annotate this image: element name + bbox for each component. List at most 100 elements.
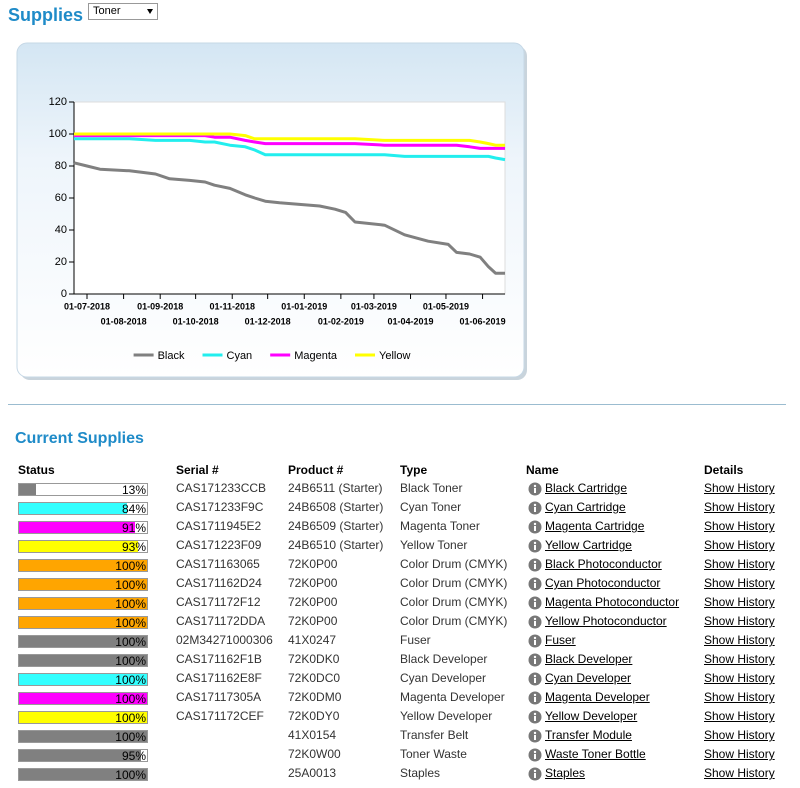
x-tick-label: 01-07-2018 [64,301,110,311]
show-history-link[interactable]: Show History [704,766,775,780]
status-label: 100% [115,768,146,782]
info-icon[interactable] [528,501,542,515]
info-icon[interactable] [528,482,542,496]
info-icon[interactable] [528,577,542,591]
supply-name-link[interactable]: Yellow Developer [545,709,638,723]
info-stem [534,507,536,512]
info-dot [533,750,537,754]
column-header: Product # [288,463,344,477]
supply-name-link[interactable]: Transfer Module [545,728,632,742]
status-label: 100% [115,673,146,687]
status-label: 100% [115,711,146,725]
cell-type: Fuser [400,633,431,647]
x-tick-label: 01-10-2018 [173,316,219,326]
info-stem [534,602,536,607]
info-stem [534,678,536,683]
column-header: Serial # [176,463,219,477]
cell-serial: 02M34271000306 [176,633,273,647]
cell-serial: CAS171162E8F [176,671,262,685]
cell-serial: CAS171223F09 [176,538,262,552]
legend-label: Black [158,350,185,362]
show-history-link[interactable]: Show History [704,500,775,514]
section-title: Current Supplies [15,430,144,447]
info-icon[interactable] [528,634,542,648]
show-history-link[interactable]: Show History [704,595,775,609]
cell-serial: CAS171162F1B [176,652,262,666]
supply-name-link[interactable]: Cyan Developer [545,671,632,685]
cell-type: Cyan Developer [400,671,487,685]
cell-product: 24B6509 (Starter) [288,519,384,533]
status-label: 100% [115,692,146,706]
show-history-link[interactable]: Show History [704,747,775,761]
info-dot [533,560,537,564]
info-icon[interactable] [528,729,542,743]
supply-name-link[interactable]: Yellow Cartridge [545,538,632,552]
info-icon[interactable] [528,558,542,572]
supply-name-link[interactable]: Black Cartridge [545,481,628,495]
show-history-link[interactable]: Show History [704,557,775,571]
info-icon[interactable] [528,520,542,534]
info-icon[interactable] [528,691,542,705]
supply-name-link[interactable]: Cyan Cartridge [545,500,626,514]
info-icon[interactable] [528,767,542,781]
series-line [74,134,505,150]
cell-type: Black Toner [400,481,463,495]
info-icon[interactable] [528,672,542,686]
y-tick-label: 80 [55,160,67,172]
info-icon[interactable] [528,596,542,610]
info-icon[interactable] [528,748,542,762]
supply-name-link[interactable]: Magenta Photoconductor [545,595,680,609]
info-stem [534,526,536,531]
supply-name-link[interactable]: Yellow Photoconductor [545,614,667,628]
column-header: Status [18,463,55,477]
supply-select[interactable]: Toner [88,3,158,20]
separator [8,404,786,405]
show-history-link[interactable]: Show History [704,690,775,704]
cell-product: 72K0P00 [288,614,338,628]
status-bar: 100% [18,597,148,611]
status-bar: 100% [18,711,148,725]
show-history-link[interactable]: Show History [704,633,775,647]
info-dot [533,674,537,678]
supply-name-link[interactable]: Fuser [545,633,576,647]
x-tick-label: 01-03-2019 [351,301,397,311]
show-history-link[interactable]: Show History [704,728,775,742]
supply-name-link[interactable]: Waste Toner Bottle [545,747,646,761]
info-icon[interactable] [528,539,542,553]
cell-product: 72K0DY0 [288,709,340,723]
supply-name-link[interactable]: Magenta Cartridge [545,519,645,533]
info-icon[interactable] [528,653,542,667]
info-icon[interactable] [528,710,542,724]
status-bar: 100% [18,768,148,782]
show-history-link[interactable]: Show History [704,538,775,552]
status-bar: 13% [18,483,148,497]
cell-serial: CAS17117305A [176,690,262,704]
info-dot [533,636,537,640]
y-tick-label: 40 [55,224,67,236]
show-history-link[interactable]: Show History [704,614,775,628]
series-line [74,132,505,147]
status-label: 100% [115,578,146,592]
show-history-link[interactable]: Show History [704,671,775,685]
status-label: 91% [121,521,146,535]
supply-name-link[interactable]: Cyan Photoconductor [545,576,661,590]
x-tick-label: 01-04-2019 [388,316,434,326]
status-fill [19,769,147,780]
show-history-link[interactable]: Show History [704,709,775,723]
info-stem [534,583,536,588]
supply-name-link[interactable]: Magenta Developer [545,690,650,704]
show-history-link[interactable]: Show History [704,519,775,533]
supply-name-link[interactable]: Black Photoconductor [545,557,662,571]
status-fill [19,560,147,571]
status-fill [19,712,147,723]
status-fill [19,522,136,533]
cell-product: 24B6508 (Starter) [288,500,384,514]
show-history-link[interactable]: Show History [704,481,775,495]
supply-name-link[interactable]: Black Developer [545,652,633,666]
show-history-link[interactable]: Show History [704,652,775,666]
legend: Black Cyan Magenta Yellow [133,350,410,362]
info-icon[interactable] [528,615,542,629]
supply-name-link[interactable]: Staples [545,766,586,780]
show-history-link[interactable]: Show History [704,576,775,590]
cell-type: Color Drum (CMYK) [400,614,508,628]
